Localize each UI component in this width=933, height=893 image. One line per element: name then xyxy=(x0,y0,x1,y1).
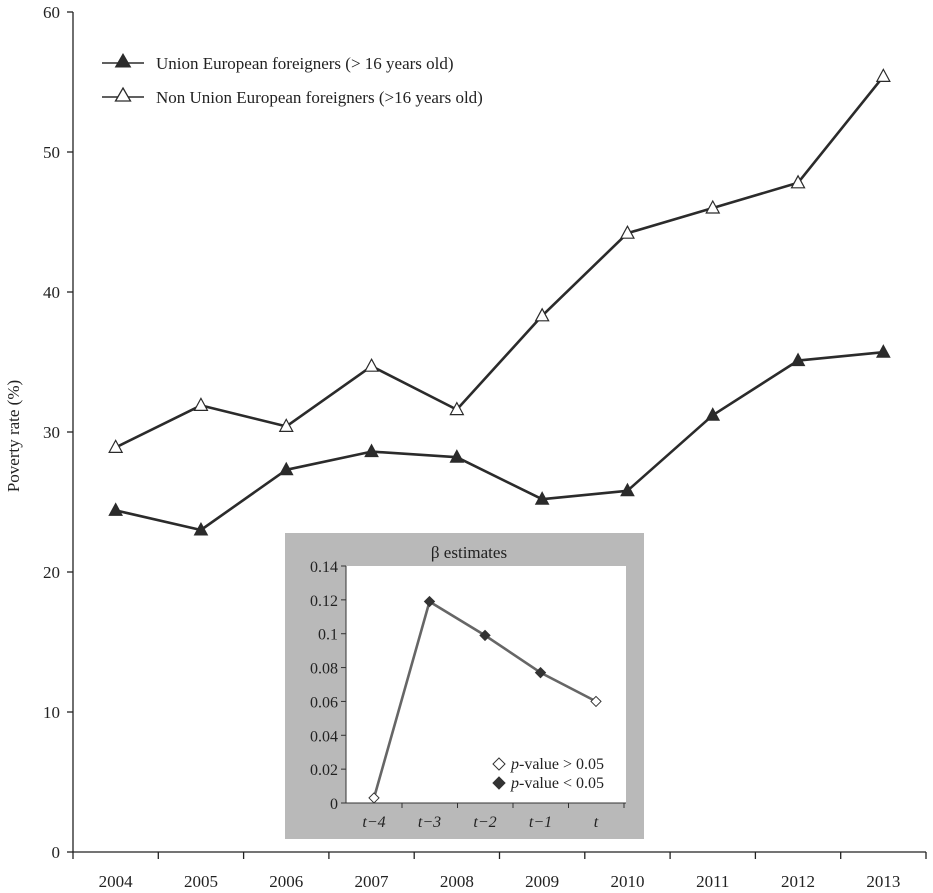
inset-x-ticks: t−4 t−3 t−2 t−1 t xyxy=(362,803,625,831)
non-eu-point-2005 xyxy=(193,397,209,411)
eu-point-2013 xyxy=(876,344,891,358)
non-eu-point-2013 xyxy=(875,68,891,83)
inset-y-tick-label: 0.14 xyxy=(310,559,338,576)
y-tick-label: 50 xyxy=(43,143,60,162)
x-tick-label: 2013 xyxy=(866,872,900,891)
y-tick-label: 20 xyxy=(43,563,60,582)
y-tick-label: 40 xyxy=(43,283,60,302)
non-eu-point-2011 xyxy=(705,199,721,214)
series-line-non-eu xyxy=(115,75,885,449)
inset-legend-italic-2: p xyxy=(510,775,519,792)
eu-point-2006 xyxy=(278,461,294,476)
eu-point-2009 xyxy=(534,491,550,505)
inset-y-tick-label: 0.02 xyxy=(310,762,338,779)
eu-point-2010 xyxy=(620,482,635,497)
eu-point-2008 xyxy=(449,449,465,463)
y-tick-label: 60 xyxy=(43,3,60,22)
non-eu-point-2006 xyxy=(278,418,294,432)
legend-entry-non-eu: Non Union European foreigners (>16 years… xyxy=(102,86,483,107)
x-tick-label: 2009 xyxy=(525,872,559,891)
filled-triangle-icon xyxy=(114,52,132,68)
inset-markers xyxy=(368,595,602,804)
x-tick-label: 2004 xyxy=(99,872,134,891)
inset-legend-rest-1: -value > 0.05 xyxy=(519,756,604,773)
inset-plot-area xyxy=(346,566,626,803)
inset-point-3 xyxy=(534,666,547,679)
non-eu-point-2008 xyxy=(449,401,465,416)
series-lines xyxy=(115,75,885,532)
inset-y-tick-label: 0.04 xyxy=(310,728,338,745)
y-tick-label: 10 xyxy=(43,703,60,722)
inset-y-tick-label: 0 xyxy=(330,796,338,813)
inset-legend-entry-2: p-value < 0.05 xyxy=(510,775,604,792)
x-tick-label: 2011 xyxy=(696,872,729,891)
inset-y-tick-label: 0.06 xyxy=(310,694,338,711)
inset-x-tick-label: t−3 xyxy=(418,814,441,831)
eu-point-2004 xyxy=(108,502,123,516)
non-eu-point-2004 xyxy=(108,439,124,453)
inset-point-4 xyxy=(590,695,602,708)
inset-legend-italic-1: p xyxy=(510,756,519,773)
inset-legend-rest-2: -value < 0.05 xyxy=(519,775,604,792)
legend-label-eu: Union European foreigners (> 16 years ol… xyxy=(156,54,454,73)
inset-point-2 xyxy=(479,629,491,642)
legend-label-non-eu: Non Union European foreigners (>16 years… xyxy=(156,88,483,107)
x-tick-label: 2006 xyxy=(269,872,303,891)
non-eu-point-2012 xyxy=(790,174,806,189)
x-ticks: 2004 2005 2006 2007 2008 2009 2010 2011 2012 2013 xyxy=(72,852,927,891)
eu-point-2012 xyxy=(790,352,806,367)
inset-legend-entry-1: p-value > 0.05 xyxy=(510,756,604,773)
inset-x-tick-label: t−1 xyxy=(529,814,552,831)
filled-diamond-icon xyxy=(492,776,506,790)
inset-title: β estimates xyxy=(431,543,507,562)
legend-entry-eu: Union European foreigners (> 16 years ol… xyxy=(102,52,454,73)
non-eu-point-2010 xyxy=(619,224,635,239)
inset-point-0 xyxy=(368,792,380,804)
inset-x-tick-label: t−4 xyxy=(362,814,385,831)
y-axis-label: Poverty rate (%) xyxy=(4,380,23,492)
inset-y-tick-label: 0.12 xyxy=(310,593,338,610)
x-tick-label: 2005 xyxy=(184,872,218,891)
eu-point-2005 xyxy=(193,521,209,536)
inset-y-ticks: 0 0.02 0.04 0.06 0.08 0.1 0.12 0.14 xyxy=(310,559,346,813)
y-tick-label: 30 xyxy=(43,423,60,442)
x-tick-label: 2012 xyxy=(781,872,815,891)
inset-legend: p-value > 0.05 p-value < 0.05 xyxy=(492,756,604,792)
inset-y-tick-label: 0.1 xyxy=(318,627,338,644)
inset-point-1 xyxy=(423,595,436,608)
inset-y-tick-label: 0.08 xyxy=(310,661,338,678)
legend: Union European foreigners (> 16 years ol… xyxy=(102,52,483,107)
open-diamond-icon xyxy=(492,757,506,771)
x-tick-label: 2008 xyxy=(440,872,474,891)
non-eu-point-2007 xyxy=(364,357,380,372)
non-eu-point-2009 xyxy=(534,307,550,322)
series-markers xyxy=(108,68,891,536)
x-tick-label: 2010 xyxy=(610,872,644,891)
series-line-eu xyxy=(115,350,884,532)
y-ticks: 0 10 20 30 40 50 60 xyxy=(43,3,73,862)
inset-x-tick-label: t−2 xyxy=(473,814,496,831)
eu-point-2007 xyxy=(364,443,379,458)
inset-x-tick-label: t xyxy=(594,814,599,831)
eu-point-2011 xyxy=(705,407,721,421)
beta-estimates-inset: β estimates 0 0.02 0.04 0.06 0.08 0.1 0.12 0.14… xyxy=(285,533,644,839)
y-tick-label: 0 xyxy=(52,843,61,862)
open-triangle-icon xyxy=(114,86,132,102)
x-tick-label: 2007 xyxy=(355,872,390,891)
